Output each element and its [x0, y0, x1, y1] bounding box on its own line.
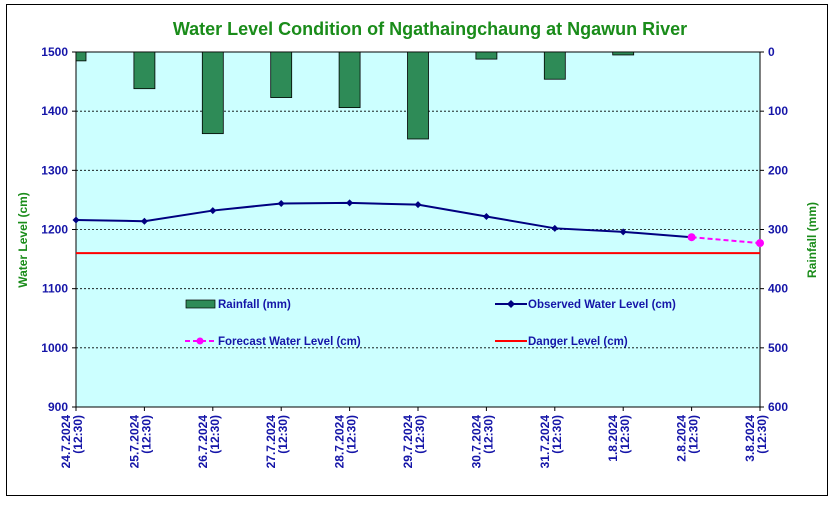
legend-marker-forecast [197, 338, 204, 345]
x-tick-label-0: 24.7.2024(12:30) [59, 415, 85, 469]
x-tick-label-5: 29.7.2024(12:30) [401, 415, 427, 469]
right-tick-label-500: 500 [768, 341, 788, 355]
x-tick-label-4: 28.7.2024(12:30) [333, 415, 359, 469]
legend-swatch-rainfall [186, 300, 215, 308]
rainfall-bar-5 [408, 52, 429, 139]
right-tick-label-200: 200 [768, 163, 788, 177]
left-axis-ticks: 900 1000 1100 1200 1300 1400 1500 [41, 45, 76, 414]
legend-label-forecast: Forecast Water Level (cm) [218, 336, 361, 348]
left-tick-label-1000: 1000 [41, 341, 68, 355]
x-tick-label-7: 31.7.2024(12:30) [538, 415, 564, 469]
x-tick-label-1: 25.7.2024(12:30) [127, 415, 153, 469]
left-tick-label-900: 900 [48, 400, 68, 414]
legend-label-rainfall: Rainfall (mm) [218, 299, 291, 311]
right-tick-label-400: 400 [768, 282, 788, 296]
legend-label-observed: Observed Water Level (cm) [528, 299, 676, 311]
right-tick-label-100: 100 [768, 104, 788, 118]
x-tick-label-10: 3.8.2024(12:30) [743, 415, 769, 462]
left-tick-label-1200: 1200 [41, 223, 68, 237]
left-tick-label-1400: 1400 [41, 104, 68, 118]
right-axis-label: Rainfall (mm) [805, 202, 819, 278]
rainfall-bar-6 [476, 52, 497, 59]
right-tick-label-300: 300 [768, 223, 788, 237]
rainfall-bar-4 [339, 52, 360, 108]
left-tick-label-1500: 1500 [41, 45, 68, 59]
x-axis-ticks: 24.7.2024(12:30) 25.7.2024(12:30) 26.7.202… [59, 407, 769, 468]
x-tick-label-6: 30.7.2024(12:30) [469, 415, 495, 469]
rainfall-bar-8 [613, 52, 634, 55]
right-tick-label-0: 0 [768, 45, 775, 59]
right-tick-label-600: 600 [768, 400, 788, 414]
chart-title: Water Level Condition of Ngathaingchaung… [173, 19, 687, 39]
right-axis-ticks: 600 500 400 300 200 100 0 [760, 45, 788, 414]
rainfall-bar-7 [544, 52, 565, 79]
legend-label-danger: Danger Level (cm) [528, 336, 628, 348]
rainfall-bar-0 [76, 52, 86, 61]
x-tick-label-8: 1.8.2024(12:30) [606, 415, 632, 462]
left-tick-label-1300: 1300 [41, 163, 68, 177]
rainfall-bar-2 [202, 52, 223, 134]
water-level-chart: Water Level Condition of Ngathaingchaung… [0, 0, 834, 505]
x-tick-label-2: 26.7.2024(12:30) [196, 415, 222, 469]
forecast-point-10 [756, 239, 764, 247]
forecast-point-9 [688, 233, 696, 241]
left-tick-label-1100: 1100 [42, 282, 68, 296]
x-tick-label-3: 27.7.2024(12:30) [264, 415, 290, 469]
rainfall-bar-1 [134, 52, 155, 89]
left-axis-label: Water Level (cm) [16, 192, 30, 288]
rainfall-bar-3 [271, 52, 292, 98]
x-tick-label-9: 2.8.2024(12:30) [675, 415, 701, 462]
